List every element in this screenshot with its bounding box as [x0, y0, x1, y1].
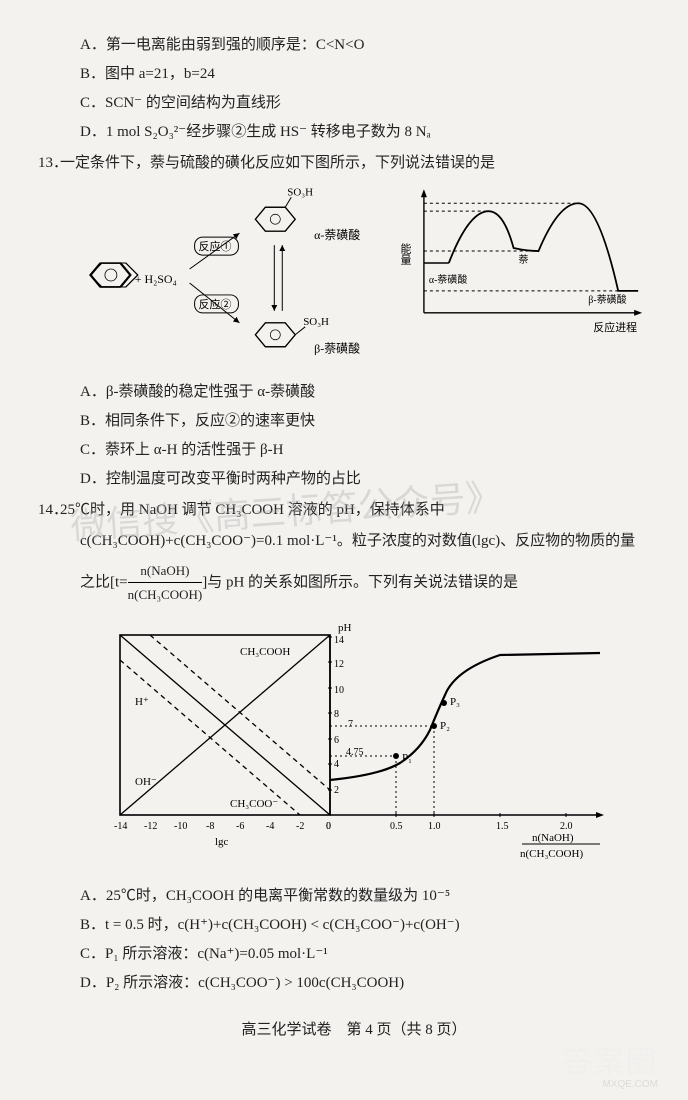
svg-text:1.5: 1.5: [496, 821, 509, 832]
svg-text:-10: -10: [174, 821, 187, 832]
reaction2-label: 反应②: [199, 297, 232, 311]
q14-stem3-pre: 之比[t=: [80, 574, 128, 590]
q13-number: 13．: [38, 150, 60, 177]
left-label-h+: H⁺: [135, 696, 149, 708]
svg-text:10: 10: [334, 685, 344, 696]
q13-option-D: D．控制温度可改变平衡时两种产物的占比: [80, 466, 648, 493]
q13-option-B: B．相同条件下，反应②的速率更快: [80, 408, 648, 435]
q13-reaction-diagram: + H₂SO₄ 反应① 反应② SO₃H α-萘磺酸 SO₃H β-萘磺酸: [80, 183, 389, 373]
q14-frac-bot: n(CH₃COOH): [128, 583, 203, 606]
q12-option-D: D．1 mol S₂O₃²⁻经步骤②生成 HS⁻ 转移电子数为 8 Nₐ: [80, 119, 648, 146]
svg-text:0.5: 0.5: [390, 821, 403, 832]
q12-option-A: A．第一电离能由弱到强的顺序是：C<N<O: [80, 32, 648, 59]
q14-frac-top: n(NaOH): [128, 559, 203, 583]
svg-text:0: 0: [326, 821, 331, 832]
svg-text:14: 14: [334, 635, 344, 646]
p1-value: 4.75: [346, 747, 364, 758]
q14-option-D: D．P₂ 所示溶液：c(CH₃COO⁻) > 100c(CH₃COOH): [80, 970, 648, 997]
svg-text:2: 2: [334, 785, 339, 796]
left-xlabel: lgc: [215, 836, 229, 848]
q12-B-b: 24: [200, 66, 215, 82]
q14-option-A: A．25℃时，CH₃COOH 的电离平衡常数的数量级为 10⁻⁵: [80, 883, 648, 910]
energy-ylabel: 能量: [399, 242, 411, 265]
svg-text:2.0: 2.0: [560, 821, 573, 832]
q12-B-prefix: B．图中 a=: [80, 66, 154, 82]
svg-text:-12: -12: [144, 821, 157, 832]
svg-text:6: 6: [334, 735, 339, 746]
q12-option-B: B．图中 a=21，b=24: [80, 61, 648, 88]
q13-stem-text: 一定条件下，萘与硫酸的磺化反应如下图所示，下列说法错误的是: [60, 155, 495, 171]
q14-stem3-post: ]与 pH 的关系如图所示。下列有关说法错误的是: [202, 574, 518, 590]
q14-chart: CH₃COOH H⁺ OH⁻ CH₃COO⁻ -14-12-10 -8-6-4 …: [100, 615, 620, 865]
q14-fraction: n(NaOH)n(CH₃COOH): [128, 559, 203, 607]
prod1-group: SO₃H: [287, 186, 313, 198]
q14-option-C: C．P₁ 所示溶液：c(Na⁺)=0.05 mol·L⁻¹: [80, 941, 648, 968]
point-p1: P₁: [402, 752, 412, 764]
prod2-group: SO₃H: [303, 316, 329, 328]
q14-option-B: B．t = 0.5 时，c(H⁺)+c(CH₃COOH) < c(CH₃COO⁻…: [80, 912, 648, 939]
q13-option-A: A．β-萘磺酸的稳定性强于 α-萘磺酸: [80, 379, 648, 406]
q13-stem: 13．一定条件下，萘与硫酸的磺化反应如下图所示，下列说法错误的是: [60, 150, 648, 177]
energy-end-label: β-萘磺酸: [588, 293, 626, 306]
left-label-ch3coo-: CH₃COO⁻: [230, 798, 278, 810]
page-footer: 高三化学试卷 第 4 页（共 8 页）: [60, 1017, 648, 1044]
svg-text:8: 8: [334, 709, 339, 720]
right-xlabel-bot: n(CH₃COOH): [520, 848, 583, 860]
p2-value: 7: [348, 719, 353, 730]
corner-watermark-url: MXQE.COM: [602, 1076, 658, 1094]
q14-stem-line3: 之比[t=n(NaOH)n(CH₃COOH)]与 pH 的关系如图所示。下列有关…: [80, 559, 648, 607]
energy-xlabel: 反应进程: [593, 320, 637, 334]
q14-stem-line1: 14．25℃时，用 NaOH 调节 CH₃COOH 溶液的 pH，保持体系中: [60, 497, 648, 524]
left-label-ch3cooh: CH₃COOH: [240, 646, 290, 658]
svg-text:-2: -2: [296, 821, 304, 832]
point-p2: P₂: [440, 720, 450, 732]
point-p3: P₃: [450, 696, 460, 708]
svg-text:-6: -6: [236, 821, 244, 832]
energy-mid-label: α-萘磺酸: [429, 273, 467, 286]
right-ylabel: pH: [338, 622, 352, 634]
q14-number: 14．: [38, 497, 60, 524]
q14-stem1: 25℃时，用 NaOH 调节 CH₃COOH 溶液的 pH，保持体系中: [60, 502, 445, 518]
q12-B-mid: ，b=: [169, 66, 200, 82]
q12-option-C: C．SCN⁻ 的空间结构为直线形: [80, 90, 648, 117]
right-xlabel-top: n(NaOH): [532, 832, 574, 844]
svg-text:-4: -4: [266, 821, 274, 832]
reaction1-label: 反应①: [199, 239, 232, 253]
svg-text:4: 4: [334, 759, 339, 770]
q13-energy-chart: 能量 反应进程 萘 α-萘磺酸 β-萘磺酸: [399, 183, 648, 343]
svg-text:-14: -14: [114, 821, 127, 832]
energy-start-label: 萘: [518, 254, 528, 266]
q14-stem-line2: c(CH₃COOH)+c(CH₃COO⁻)=0.1 mol·L⁻¹。粒子浓度的对…: [80, 528, 648, 555]
q13-option-C: C．萘环上 α-H 的活性强于 β-H: [80, 437, 648, 464]
svg-text:1.0: 1.0: [428, 821, 441, 832]
reactant-label: + H₂SO₄: [135, 272, 177, 286]
left-label-oh-: OH⁻: [135, 776, 157, 788]
svg-text:-8: -8: [206, 821, 214, 832]
prod1-name: α-萘磺酸: [314, 227, 360, 242]
prod2-name: β-萘磺酸: [314, 341, 360, 356]
svg-text:12: 12: [334, 659, 344, 670]
q12-B-a: 21: [154, 66, 169, 82]
